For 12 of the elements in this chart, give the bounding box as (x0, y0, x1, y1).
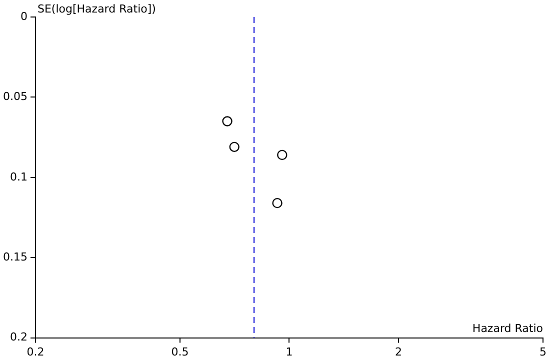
x-tick-label: 5 (540, 345, 546, 358)
y-axis-title: SE(log[Hazard Ratio]) (37, 2, 156, 16)
x-tick-label: 1 (286, 345, 293, 358)
y-tick-label: 0.2 (10, 330, 28, 344)
x-axis-title: Hazard Ratio (472, 322, 544, 336)
y-tick-label: 0.05 (2, 90, 28, 104)
y-tick-label: 0 (20, 10, 28, 23)
x-tick-label: 0.2 (26, 345, 44, 358)
x-tick-label: 0.5 (171, 345, 189, 358)
y-tick-label: 0.1 (10, 170, 28, 184)
x-tick-label: 2 (395, 345, 402, 358)
y-tick-label: 0.15 (2, 250, 28, 264)
